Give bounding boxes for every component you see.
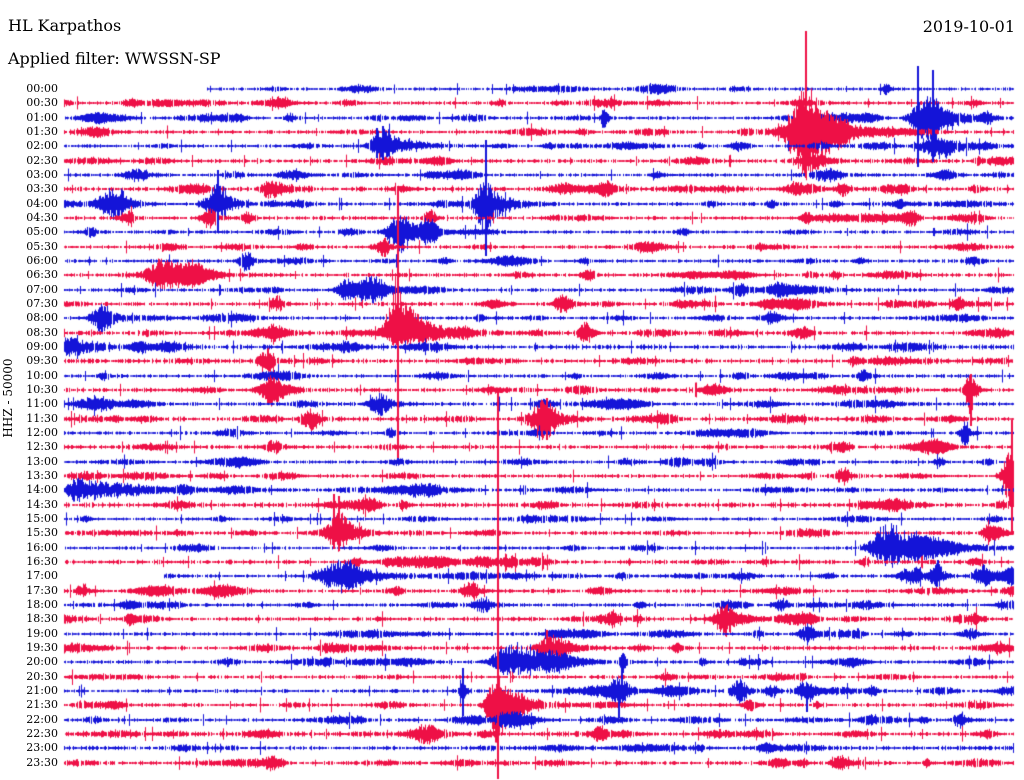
time-label-1330: 13:30 xyxy=(26,469,58,482)
date-label: 2019-10-01 xyxy=(922,17,1015,36)
time-label-0730: 07:30 xyxy=(26,297,58,310)
time-label-0200: 02:00 xyxy=(26,139,58,152)
time-label-0330: 03:30 xyxy=(26,182,58,195)
time-label-1230: 12:30 xyxy=(26,440,58,453)
time-label-2230: 22:30 xyxy=(26,727,58,740)
time-label-0030: 00:30 xyxy=(26,96,58,109)
time-label-2200: 22:00 xyxy=(26,713,58,726)
time-label-2330: 23:30 xyxy=(26,756,58,769)
time-label-1200: 12:00 xyxy=(26,426,58,439)
time-label-0400: 04:00 xyxy=(26,197,58,210)
time-label-1430: 14:30 xyxy=(26,498,58,511)
filter-label: Applied filter: WWSSN-SP xyxy=(8,49,221,68)
time-label-1930: 19:30 xyxy=(26,641,58,654)
time-label-0300: 03:00 xyxy=(26,168,58,181)
time-label-2000: 20:00 xyxy=(26,655,58,668)
time-label-0530: 05:30 xyxy=(26,240,58,253)
time-label-2130: 21:30 xyxy=(26,698,58,711)
time-labels-column: 00:00 00:30 01:00 01:30 02:00 02:30 03:00 03:30… xyxy=(0,0,60,780)
time-label-1830: 18:30 xyxy=(26,612,58,625)
time-label-0500: 05:00 xyxy=(26,225,58,238)
time-label-1900: 19:00 xyxy=(26,627,58,640)
time-label-2030: 20:30 xyxy=(26,670,58,683)
time-label-1000: 10:00 xyxy=(26,369,58,382)
time-label-2100: 21:00 xyxy=(26,684,58,697)
station-title: HL Karpathos xyxy=(8,16,122,35)
time-label-0800: 08:00 xyxy=(26,311,58,324)
time-label-0900: 09:00 xyxy=(26,340,58,353)
time-label-0100: 01:00 xyxy=(26,111,58,124)
time-label-1730: 17:30 xyxy=(26,584,58,597)
time-label-2300: 23:00 xyxy=(26,741,58,754)
time-label-0830: 08:30 xyxy=(26,326,58,339)
time-label-1100: 11:00 xyxy=(26,397,58,410)
time-label-1600: 16:00 xyxy=(26,541,58,554)
time-label-0700: 07:00 xyxy=(26,283,58,296)
time-label-0600: 06:00 xyxy=(26,254,58,267)
time-label-1300: 13:00 xyxy=(26,455,58,468)
time-label-1400: 14:00 xyxy=(26,483,58,496)
time-label-0630: 06:30 xyxy=(26,268,58,281)
time-label-0930: 09:30 xyxy=(26,354,58,367)
time-label-0130: 01:30 xyxy=(26,125,58,138)
time-label-1700: 17:00 xyxy=(26,569,58,582)
time-label-0430: 04:30 xyxy=(26,211,58,224)
time-label-1030: 10:30 xyxy=(26,383,58,396)
time-label-1130: 11:30 xyxy=(26,412,58,425)
time-label-1630: 16:30 xyxy=(26,555,58,568)
time-label-1800: 18:00 xyxy=(26,598,58,611)
time-label-0000: 00:00 xyxy=(26,82,58,95)
time-label-0230: 02:30 xyxy=(26,154,58,167)
time-label-1530: 15:30 xyxy=(26,526,58,539)
time-label-1500: 15:00 xyxy=(26,512,58,525)
